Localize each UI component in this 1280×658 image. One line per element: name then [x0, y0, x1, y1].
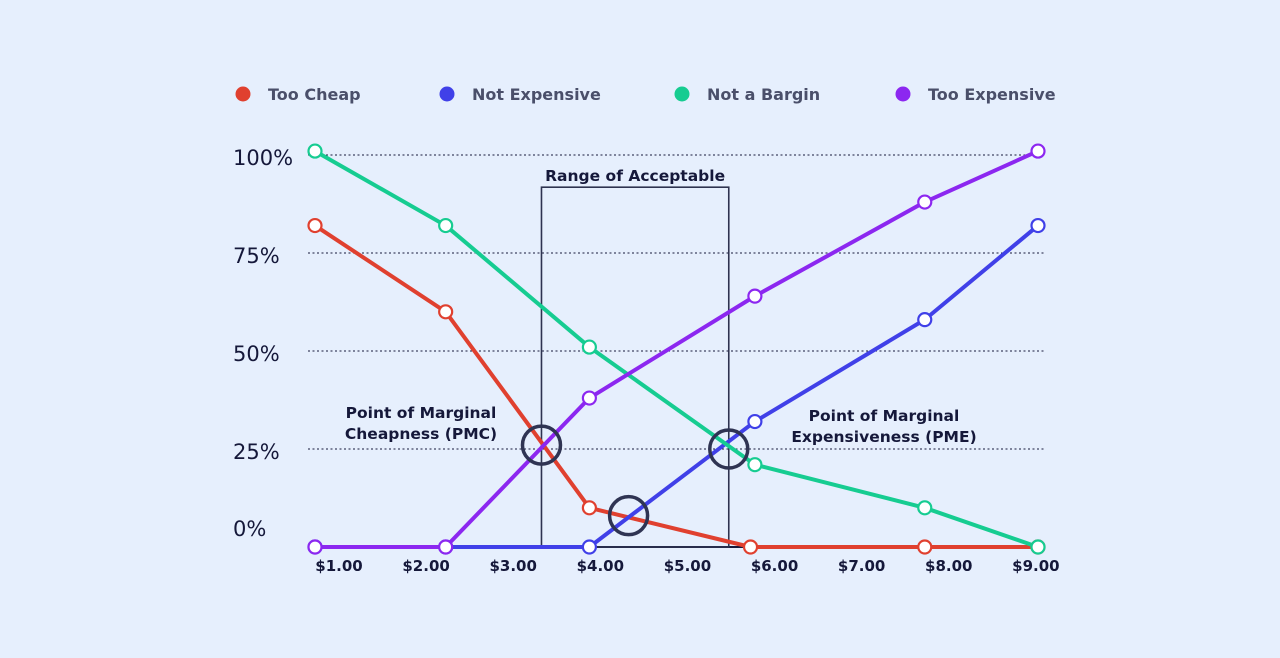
chart-gridlines	[308, 154, 1046, 450]
pmc-label-line-2: Cheapness (PMC)	[345, 425, 497, 443]
data-point-too-expensive	[307, 539, 323, 555]
legend-label-too-cheap: Too Cheap	[268, 85, 361, 104]
range-box	[540, 186, 730, 548]
x-tick-label: $3.00	[489, 557, 536, 575]
pme-label-line-1: Point of Marginal	[809, 407, 960, 425]
data-point-not-expensive	[1030, 217, 1046, 234]
legend-label-not-a-bargin: Not a Bargin	[707, 85, 820, 104]
legend-marker-not-a-bargin	[674, 86, 690, 102]
series-line-too-expensive	[313, 149, 1040, 549]
x-tick-label: $2.00	[402, 557, 449, 575]
legend-marker-too-cheap	[235, 86, 251, 102]
data-point-not-a-bargin	[747, 457, 763, 473]
intersection-highlight-circle	[520, 424, 563, 466]
chart-annotations: Range of Acceptable Point of Marginal Chea…	[345, 167, 977, 537]
data-point-too-cheap	[742, 539, 759, 555]
y-tick-label: 0%	[233, 517, 266, 541]
data-point-not-a-bargin	[307, 143, 323, 159]
data-point-too-cheap	[307, 217, 323, 234]
x-tick-label: $5.00	[664, 557, 711, 575]
data-point-not-a-bargin	[438, 217, 454, 234]
y-tick-label: 50%	[233, 342, 280, 366]
series-line-not-a-bargin	[313, 149, 1040, 549]
data-point-too-expensive	[1030, 143, 1046, 159]
data-point-not-expensive	[747, 413, 763, 430]
data-point-not-a-bargin	[1030, 539, 1046, 555]
y-tick-label: 100%	[233, 146, 293, 170]
data-point-too-expensive	[581, 390, 597, 406]
x-tick-label: $1.00	[315, 557, 362, 575]
series-line-too-cheap	[313, 223, 1040, 549]
y-axis-ticks: 100% 75% 50% 25% 0%	[233, 146, 293, 541]
chart-series	[307, 143, 1046, 555]
data-point-too-cheap	[917, 539, 933, 555]
x-tick-label: $8.00	[925, 557, 972, 575]
intersection-highlight-circle	[607, 494, 650, 537]
legend-marker-not-expensive	[439, 86, 455, 102]
data-point-too-expensive	[917, 194, 933, 210]
legend-label-not-expensive: Not Expensive	[472, 85, 601, 104]
data-point-not-expensive	[581, 539, 597, 555]
legend-label-too-expensive: Too Expensive	[928, 85, 1056, 104]
pme-label-line-2: Expensiveness (PME)	[791, 428, 976, 446]
y-tick-label: 25%	[233, 440, 280, 464]
chart-legend: Too Cheap Not Expensive Not a Bargin Too Ex…	[235, 85, 1056, 104]
x-tick-label: $9.00	[1012, 557, 1059, 575]
range-of-acceptable-label: Range of Acceptable	[545, 167, 725, 185]
x-tick-label: $6.00	[751, 557, 798, 575]
data-point-not-a-bargin	[917, 500, 933, 516]
x-tick-label: $7.00	[838, 557, 885, 575]
series-line-not-expensive	[313, 223, 1040, 549]
intersection-highlight-circle	[708, 428, 750, 470]
data-point-too-expensive	[747, 288, 763, 304]
pmc-label-line-1: Point of Marginal	[346, 404, 497, 422]
data-point-too-cheap	[438, 304, 454, 320]
data-point-too-cheap	[581, 500, 597, 516]
range-of-acceptable-box	[540, 186, 730, 548]
legend-marker-too-expensive	[895, 86, 911, 102]
y-tick-label: 75%	[233, 244, 280, 268]
data-point-not-a-bargin	[581, 339, 597, 355]
data-point-not-expensive	[917, 312, 933, 328]
x-tick-label: $4.00	[577, 557, 624, 575]
data-point-too-expensive	[438, 539, 454, 555]
x-axis: $1.00 $2.00 $3.00 $4.00 $5.00 $6.00 $7.00 $8.00…	[315, 546, 1060, 575]
